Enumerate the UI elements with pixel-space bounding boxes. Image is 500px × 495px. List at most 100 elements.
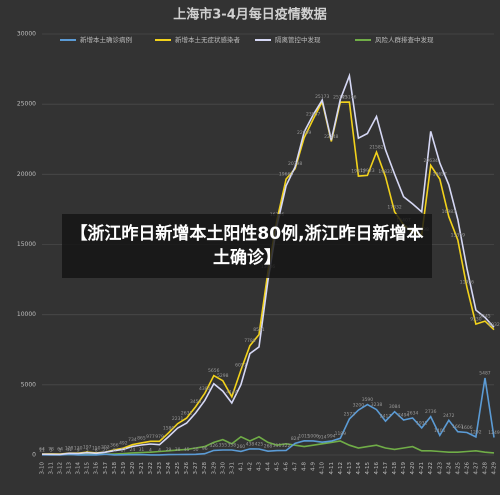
data-label: 19657 (433, 172, 447, 178)
x-tick-label: 3-27 (193, 462, 199, 475)
x-tick-label: 3-23 (157, 462, 163, 475)
data-label: 15319 (451, 233, 465, 239)
x-tick-label: 3-20 (130, 462, 136, 475)
x-tick-label: 4-28 (482, 462, 488, 475)
data-label: 355 (219, 443, 228, 449)
data-label: 492 (119, 441, 128, 447)
x-tick-label: 3-29 (211, 462, 217, 475)
x-tick-label: 4-16 (374, 462, 380, 475)
data-label: 11956 (460, 280, 474, 286)
x-tick-label: 4-11 (329, 462, 335, 474)
data-label: 203 (101, 445, 110, 451)
data-label: 3238 (371, 402, 383, 408)
data-label: 326 (209, 443, 218, 449)
x-tick-label: 3-22 (148, 462, 154, 474)
data-label: 1189 (335, 431, 347, 437)
data-label: 260 (237, 444, 246, 450)
x-tick-label: 4-26 (464, 462, 470, 475)
x-tick-label: 3-24 (166, 462, 172, 475)
data-label: 268 (264, 444, 273, 450)
data-label: 1292 (470, 429, 482, 435)
data-label: 17 (120, 447, 126, 453)
x-tick-label: 4-25 (455, 462, 461, 475)
y-tick-label: 10000 (17, 311, 36, 318)
data-label: 130 (74, 446, 83, 452)
x-tick-label: 4-14 (356, 462, 362, 475)
series-line (41, 377, 495, 456)
data-label: 3200 (353, 403, 365, 409)
data-label: 78 (48, 446, 54, 452)
data-label: 366 (110, 442, 119, 448)
legend-label: 风险人群排查中发现 (375, 35, 434, 44)
x-tick-label: 4-19 (401, 462, 407, 475)
x-tick-label: 3-19 (121, 462, 127, 475)
data-label: 16983 (442, 209, 456, 215)
x-tick-label: 4-23 (437, 462, 443, 475)
data-label: 24 (130, 447, 136, 453)
data-label: 38 (175, 447, 181, 453)
data-label: 5298 (217, 373, 229, 379)
data-label: 45 (184, 447, 190, 453)
data-label: 9545 (479, 314, 491, 320)
data-label: 25146 (342, 95, 356, 101)
data-label: 9 (77, 447, 80, 453)
x-tick-label: 3-31 (229, 462, 235, 474)
data-label: 64 (39, 447, 45, 453)
data-label: 8 (113, 447, 116, 453)
data-label: 994 (327, 434, 336, 440)
data-label: 1580 (163, 425, 175, 431)
data-label: 438 (246, 441, 255, 447)
data-label: 9330 (470, 317, 482, 323)
data-label: 977 (146, 434, 155, 440)
data-label: 3590 (362, 397, 374, 403)
data-label: 1606 (461, 425, 473, 431)
x-tick-label: 3-25 (175, 462, 181, 475)
x-tick-label: 3-30 (220, 462, 226, 475)
data-label: 22609 (297, 130, 311, 136)
data-label: 17332 (387, 204, 401, 210)
data-label: 2631 (181, 411, 193, 417)
y-tick-label: 25000 (17, 101, 36, 108)
x-tick-label: 3-11 (49, 462, 55, 474)
x-tick-label: 4-7 (293, 462, 299, 471)
data-label: 4144 (226, 389, 238, 395)
data-label: 2634 (407, 411, 419, 417)
data-label: 2573 (344, 411, 356, 417)
data-label: 3450 (190, 399, 202, 405)
x-tick-label: 3-17 (103, 462, 109, 475)
x-tick-label: 4-10 (320, 462, 326, 475)
x-tick-label: 3-14 (76, 462, 82, 475)
data-label: 23937 (306, 112, 320, 118)
data-label: 197 (83, 445, 92, 451)
data-label: 11 (39, 447, 45, 453)
x-tick-label: 4-21 (419, 462, 425, 474)
y-tick-label: 5000 (21, 381, 36, 388)
data-label: 865 (137, 435, 146, 441)
data-label: 1661 (452, 424, 464, 430)
data-label: 96 (202, 446, 208, 452)
x-tick-label: 3-12 (58, 462, 64, 474)
x-tick-label: 4-22 (428, 462, 434, 474)
x-tick-label: 4-6 (284, 462, 290, 471)
data-label: 734 (128, 437, 137, 443)
chart-title: 上海市3-4月每日疫情数据 (173, 7, 327, 23)
data-label: 31 (139, 447, 145, 453)
x-tick-label: 3-18 (112, 462, 118, 475)
x-tick-label: 4-18 (392, 462, 398, 475)
data-label: 64 (57, 447, 63, 453)
data-label: 22348 (324, 134, 338, 140)
data-label: 425 (255, 442, 264, 448)
news-banner[interactable]: 【浙江昨日新增本土阳性80例,浙江昨日新增本土确诊】 (62, 214, 432, 278)
x-tick-label: 3-28 (202, 462, 208, 475)
data-label: 50 (193, 447, 199, 453)
data-label: 2472 (443, 413, 455, 419)
x-tick-label: 3-26 (184, 462, 190, 475)
x-tick-label: 4-9 (311, 462, 317, 471)
data-label: 824 (291, 436, 300, 442)
data-label: 5487 (479, 370, 491, 376)
data-label: 19923 (360, 168, 374, 174)
x-tick-label: 3-16 (94, 462, 100, 475)
x-tick-label: 4-1 (238, 462, 244, 471)
data-label: 4 (158, 447, 161, 453)
